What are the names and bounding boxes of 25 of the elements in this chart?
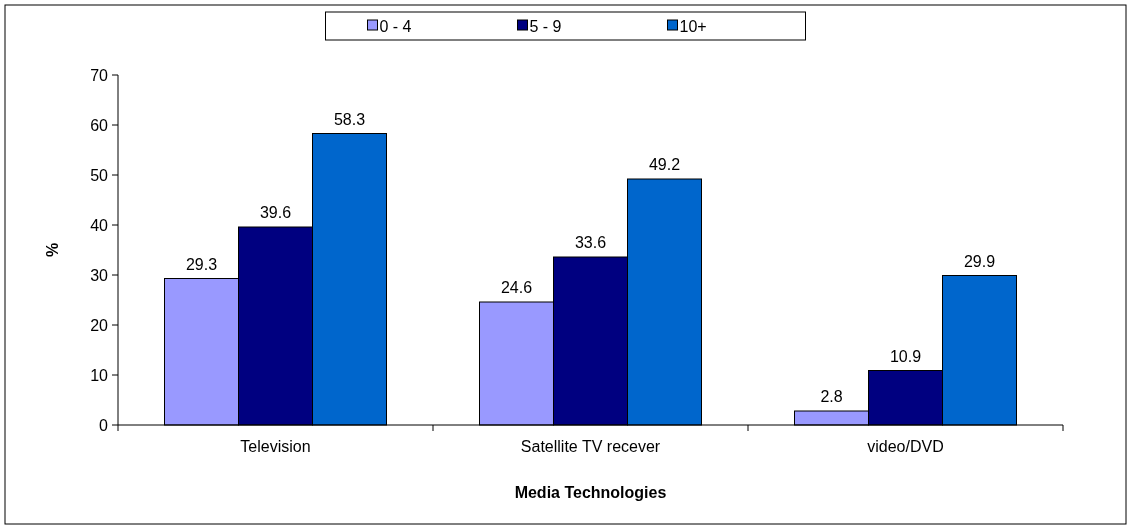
data-label: 29.3 (185, 255, 218, 273)
data-label: 33.6 (574, 234, 607, 251)
legend-label: 0 - 4 (379, 18, 412, 35)
data-label: 10.9 (889, 347, 922, 365)
y-tick-label: 40 (90, 216, 109, 234)
x-tick-label: Television (240, 438, 311, 455)
y-tick-label: 70 (90, 66, 109, 84)
legend-label: 10+ (679, 18, 707, 35)
data-label: 39.6 (259, 204, 292, 221)
data-label: 58.3 (333, 110, 366, 128)
legend-label: 5 - 9 (529, 18, 562, 35)
y-tick-label: 10 (90, 366, 109, 384)
data-label: 24.6 (500, 279, 533, 296)
y-axis-title: % (44, 242, 61, 258)
y-tick-label: 30 (90, 266, 109, 284)
y-tick-label: 60 (90, 116, 109, 134)
data-label: 49.2 (648, 156, 681, 173)
x-tick-label: video/DVD (867, 438, 944, 455)
y-tick-label: 20 (90, 316, 109, 334)
data-label: 2.8 (820, 388, 843, 405)
x-axis-title: Media Technologies (514, 484, 667, 501)
data-label: 29.9 (963, 252, 996, 270)
x-tick-label: Satellite TV recever (520, 438, 661, 455)
y-tick-label: 0 (99, 416, 109, 434)
y-tick-label: 50 (90, 166, 109, 184)
